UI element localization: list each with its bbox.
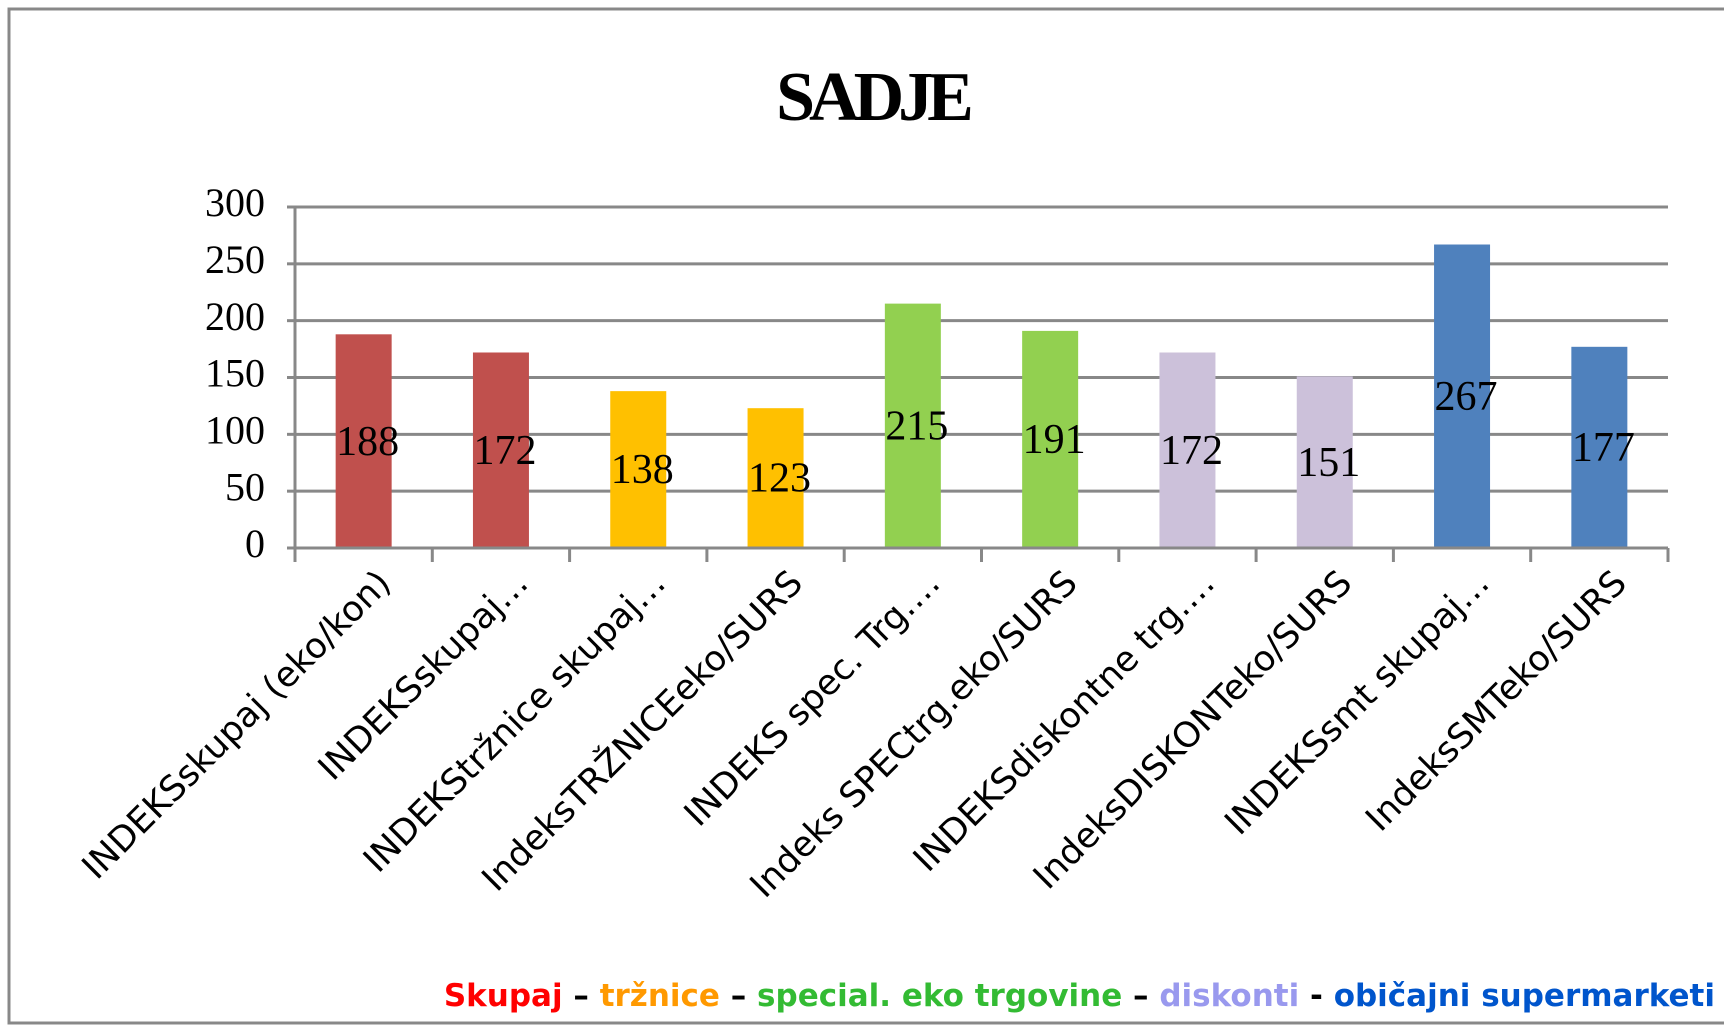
data-label: 188: [336, 419, 399, 465]
chart-title: SADJE: [776, 59, 971, 136]
y-tick-label: 50: [225, 464, 265, 509]
bar: [1434, 244, 1491, 548]
legend-item: –: [1122, 978, 1159, 1014]
y-tick-label: 150: [205, 351, 265, 396]
data-label: 123: [748, 456, 811, 502]
data-label: 138: [611, 447, 674, 493]
y-tick-label: 200: [205, 294, 265, 339]
bar: [335, 334, 392, 548]
y-tick-label: 100: [205, 408, 265, 453]
y-tick-label: 250: [205, 237, 265, 282]
bar: [1022, 330, 1079, 548]
data-label: 172: [473, 428, 536, 474]
bar: [884, 303, 941, 548]
y-tick-label: 0: [245, 521, 265, 566]
legend-item: –: [720, 978, 757, 1014]
bar: [472, 352, 529, 548]
bar: [610, 391, 667, 548]
legend-item: special. eko trgovine: [757, 978, 1122, 1014]
y-tick-label: 300: [205, 180, 265, 225]
data-label: 191: [1023, 417, 1086, 463]
legend-item: Skupaj: [444, 978, 563, 1014]
data-label: 177: [1572, 425, 1635, 471]
data-label: 172: [1160, 428, 1223, 474]
legend-item: -: [1299, 978, 1333, 1014]
bar: [1296, 376, 1353, 548]
legend-item: tržnice: [600, 978, 720, 1014]
legend-item: –: [563, 978, 600, 1014]
bar: [1571, 346, 1628, 548]
data-label: 151: [1297, 440, 1360, 486]
bar: [747, 408, 804, 548]
bar: [1159, 352, 1216, 548]
legend-item: diskonti: [1159, 978, 1299, 1014]
data-label: 267: [1435, 374, 1498, 420]
data-label: 215: [885, 403, 948, 449]
legend-item: običajni supermarketi: [1334, 978, 1715, 1014]
legend: Skupaj – tržnice – special. eko trgovine…: [444, 978, 1715, 1014]
